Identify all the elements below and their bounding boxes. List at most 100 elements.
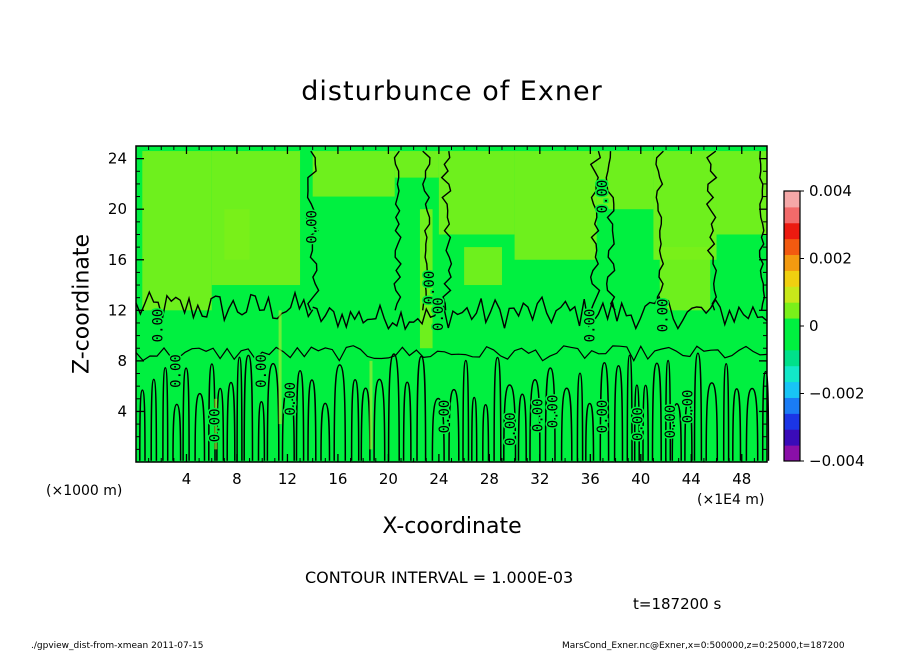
lower-contour-31 bbox=[517, 393, 527, 461]
lower-contour-33 bbox=[544, 367, 556, 461]
chart-title: disturbunce of Exner bbox=[301, 76, 603, 107]
lower-contour-43 bbox=[665, 359, 672, 461]
lower-contour-46 bbox=[693, 352, 703, 461]
contour-label-2: 0.00 bbox=[422, 271, 438, 305]
lower-contour-51 bbox=[761, 370, 770, 461]
colorbar-segment-10 bbox=[784, 286, 800, 303]
lower-contour-47 bbox=[705, 382, 719, 461]
lower-contour-17 bbox=[333, 364, 347, 461]
vertical-contour-6 bbox=[655, 150, 665, 311]
lower-contour-1 bbox=[150, 378, 158, 461]
lower-contour-38 bbox=[613, 365, 624, 461]
colorbar-segment-4 bbox=[784, 381, 800, 398]
x-tick-label-6: 28 bbox=[480, 470, 499, 488]
contour-label-13: 0.00 bbox=[531, 398, 547, 432]
colorbar-tick-label-3: −0.002 bbox=[809, 385, 865, 403]
lower-contour-10 bbox=[243, 354, 254, 461]
colorbar-segment-0 bbox=[784, 445, 800, 462]
vertical-contour-4 bbox=[605, 151, 616, 311]
y-tick-label-5: 24 bbox=[108, 150, 127, 168]
y-tick-label-0: 4 bbox=[117, 402, 127, 420]
x-tick-label-7: 32 bbox=[530, 470, 549, 488]
colorbar-segment-6 bbox=[784, 349, 800, 367]
vertical-contour-0 bbox=[305, 150, 320, 311]
lower-contour-11 bbox=[257, 401, 266, 461]
positive-patch-2 bbox=[312, 151, 395, 197]
lower-contour-15 bbox=[307, 379, 317, 461]
vertical-contour-1 bbox=[393, 150, 402, 311]
positive-patch-3 bbox=[394, 151, 439, 178]
lower-contour-24 bbox=[431, 397, 445, 461]
contour-label-11: 0.00 bbox=[437, 400, 453, 434]
y-tick-label-2: 12 bbox=[108, 301, 127, 319]
lower-boundary-contour bbox=[135, 344, 768, 363]
x-tick-label-1: 8 bbox=[232, 470, 242, 488]
contour-label-5: 0.00 bbox=[582, 309, 598, 343]
lower-contour-35 bbox=[576, 372, 584, 461]
upper-contour-1 bbox=[312, 303, 440, 331]
x-axis-unit-right: (×1E4 m) bbox=[697, 492, 765, 508]
colorbar-segment-9 bbox=[784, 302, 800, 319]
colorbar-tick-label-2: 0 bbox=[809, 317, 819, 335]
positive-patch-8 bbox=[716, 151, 767, 235]
positive-patch-10 bbox=[464, 247, 502, 286]
lower-contour-22 bbox=[402, 381, 412, 461]
weak-positive-streak-2 bbox=[214, 398, 218, 450]
positive-patch-9 bbox=[224, 209, 250, 260]
x-tick-label-9: 40 bbox=[631, 470, 650, 488]
vertical-contour-8 bbox=[758, 151, 766, 311]
lower-contour-26 bbox=[462, 359, 470, 461]
lower-contour-48 bbox=[722, 362, 730, 461]
contour-label-1: 0.00 bbox=[595, 180, 611, 214]
lower-contour-18 bbox=[350, 378, 360, 461]
contour-label-9: 0.00 bbox=[283, 382, 299, 416]
contour-label-7: 0.00 bbox=[168, 354, 184, 388]
x-axis-label: X-coordinate bbox=[382, 514, 522, 539]
colorbar-segment-2 bbox=[784, 413, 800, 430]
x-axis-unit-left: (×1000 m) bbox=[46, 483, 123, 499]
y-tick-label-3: 16 bbox=[108, 251, 127, 269]
colorbar-segment-5 bbox=[784, 365, 800, 383]
lower-contour-30 bbox=[503, 384, 517, 461]
positive-patch-4 bbox=[438, 151, 515, 235]
lower-contour-13 bbox=[281, 388, 295, 461]
lower-contour-20 bbox=[373, 378, 386, 461]
x-tick-label-11: 48 bbox=[732, 470, 751, 488]
y-tick-label-1: 8 bbox=[117, 352, 127, 370]
lower-contour-3 bbox=[172, 403, 182, 461]
lower-contour-39 bbox=[626, 354, 633, 461]
weak-positive-streak-0 bbox=[278, 310, 282, 425]
contour-label-3: 0.00 bbox=[431, 297, 447, 331]
time-label: t=187200 s bbox=[633, 595, 722, 613]
colorbar-tick-label-1: 0.002 bbox=[809, 250, 852, 268]
contour-label-8: 0.00 bbox=[254, 354, 270, 388]
x-tick-label-8: 36 bbox=[581, 470, 600, 488]
positive-patch-0 bbox=[142, 151, 212, 311]
contour-label-0: 0.00 bbox=[305, 210, 321, 244]
positive-patch-5 bbox=[514, 151, 597, 260]
colorbar-tick-label-4: −0.004 bbox=[809, 452, 865, 470]
lower-contour-27 bbox=[471, 396, 478, 461]
colorbar-segment-8 bbox=[784, 318, 800, 335]
contour-label-10: 0.00 bbox=[208, 408, 224, 442]
x-tick-label-4: 20 bbox=[379, 470, 398, 488]
positive-patch-12 bbox=[419, 209, 433, 349]
colorbar-segment-16 bbox=[784, 191, 800, 208]
x-tick-label-0: 4 bbox=[182, 470, 192, 488]
lower-contour-5 bbox=[194, 392, 206, 461]
colorbar-segment-14 bbox=[784, 222, 800, 240]
lower-contour-34 bbox=[560, 387, 573, 461]
colorbar-segment-7 bbox=[784, 333, 800, 351]
vertical-contour-3 bbox=[440, 151, 453, 311]
upper-contour-0 bbox=[135, 290, 314, 323]
lower-contour-28 bbox=[482, 403, 490, 461]
footer-script-name: ./gpview_dist-from-xmean 2011-07-15 bbox=[31, 641, 204, 651]
x-tick-label-5: 24 bbox=[429, 470, 448, 488]
contour-interval-label: CONTOUR INTERVAL = 1.000E-03 bbox=[305, 568, 574, 587]
contour-label-17: 0.00 bbox=[663, 405, 679, 439]
lower-contour-42 bbox=[651, 362, 662, 461]
colorbar-segment-12 bbox=[784, 254, 800, 271]
lower-contour-36 bbox=[585, 402, 595, 461]
lower-contour-2 bbox=[162, 366, 169, 461]
